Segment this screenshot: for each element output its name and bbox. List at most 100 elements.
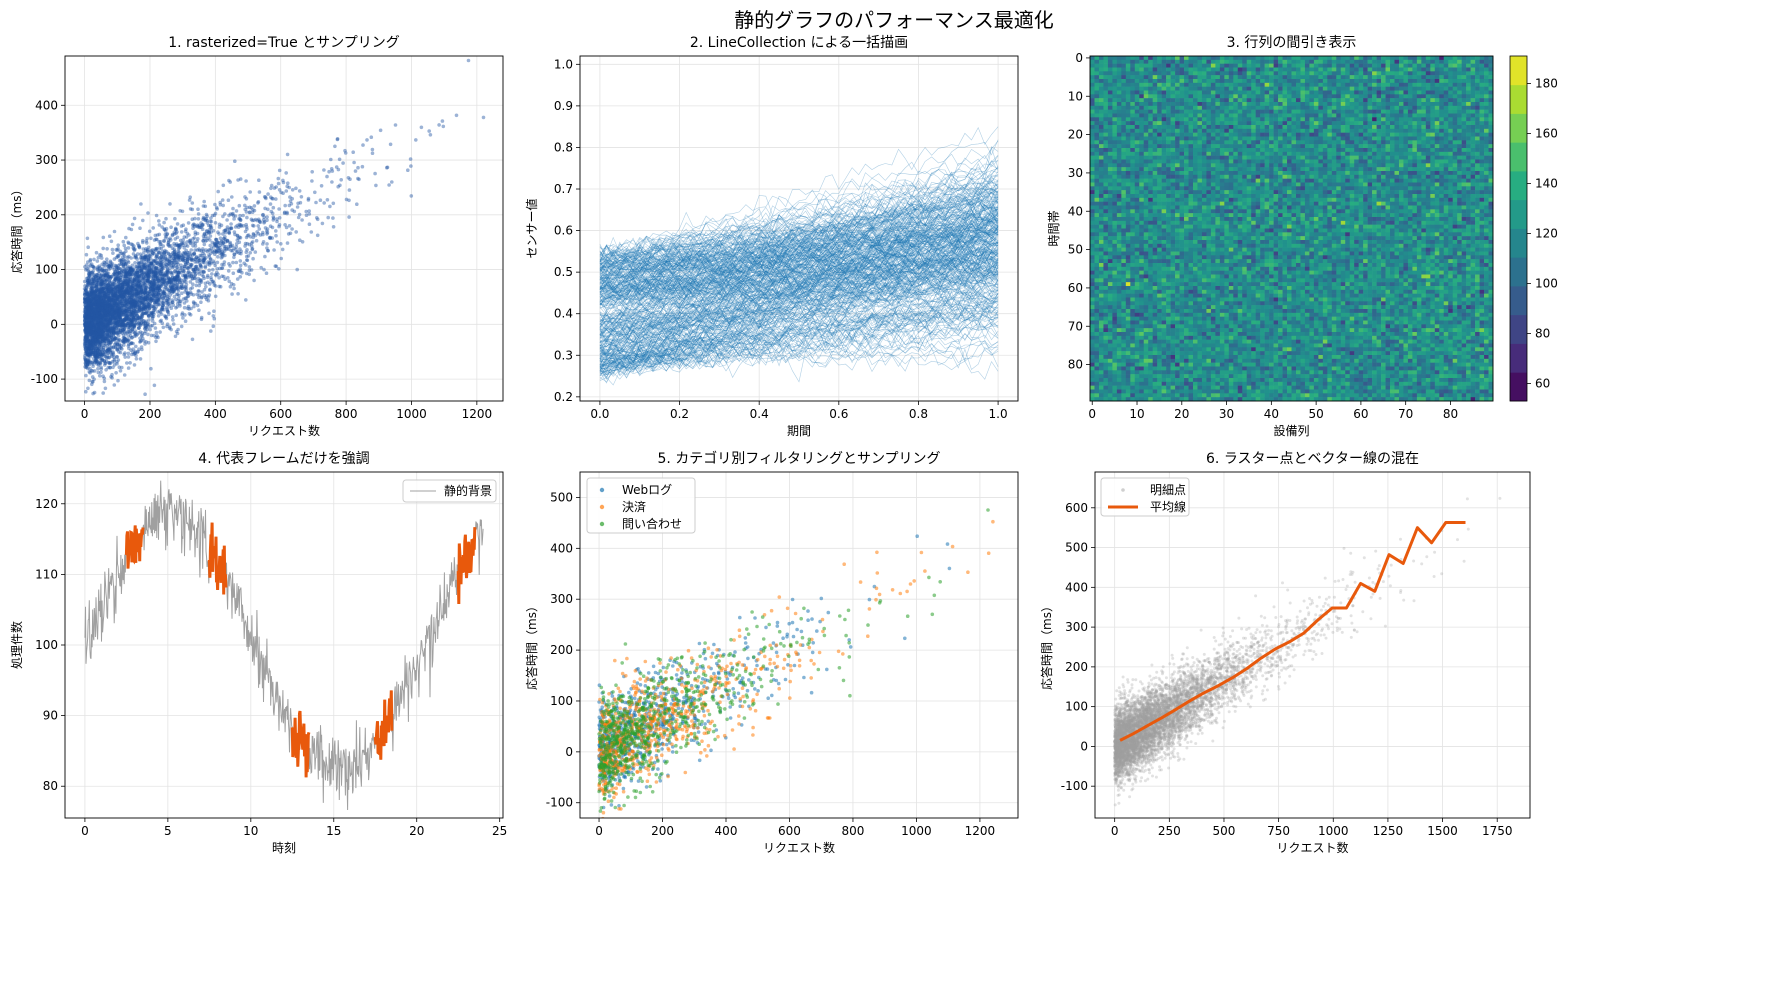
scatter-point: [171, 318, 175, 322]
scatter-point: [169, 306, 174, 311]
scatter-point: [189, 248, 194, 252]
scatter-point: [265, 242, 269, 246]
scatter-point: [153, 288, 157, 292]
scatter-point: [288, 231, 293, 236]
scatter-point: [304, 209, 309, 214]
scatter-point: [197, 295, 201, 300]
scatter-point: [117, 338, 122, 343]
scatter-point: [200, 290, 204, 294]
scatter-point: [126, 291, 130, 296]
scatter-point: [91, 318, 96, 322]
scatter-point: [160, 282, 164, 286]
scatter-point: [256, 224, 261, 228]
scatter-point: [158, 270, 162, 275]
scatter-point: [121, 295, 125, 299]
scatter-point: [112, 327, 117, 332]
scatter-point: [135, 278, 140, 283]
scatter-point: [167, 296, 171, 300]
scatter-point: [191, 237, 195, 241]
scatter-point: [188, 313, 193, 317]
scatter-point: [146, 211, 150, 215]
scatter-point: [94, 356, 99, 360]
scatter-point: [111, 298, 116, 303]
scatter-point: [195, 292, 199, 297]
scatter-point: [199, 280, 204, 284]
scatter-point: [95, 319, 100, 324]
scatter-point: [86, 366, 90, 371]
scatter-point: [113, 341, 118, 345]
scatter-point: [95, 307, 100, 312]
scatter-point: [119, 323, 123, 327]
scatter-point: [96, 324, 101, 329]
scatter-point: [150, 316, 155, 321]
scatter-point: [285, 184, 290, 189]
scatter-point: [282, 211, 287, 215]
scatter-point: [204, 212, 209, 217]
scatter-point: [82, 310, 87, 314]
scatter-point: [161, 272, 166, 276]
scatter-point: [192, 223, 197, 227]
scatter-point: [174, 306, 178, 310]
scatter-point: [162, 220, 166, 225]
scatter-point: [147, 318, 151, 322]
scatter-point: [103, 361, 108, 366]
scatter-point: [116, 301, 120, 305]
scatter-point: [277, 168, 282, 173]
scatter-point: [158, 310, 163, 315]
scatter-point: [145, 247, 150, 252]
scatter-point: [144, 255, 149, 259]
scatter-point: [94, 362, 99, 366]
scatter-point: [286, 181, 290, 185]
scatter-point: [106, 405, 110, 409]
scatter-point: [188, 264, 192, 269]
scatter-point: [281, 180, 286, 185]
scatter-point: [212, 316, 217, 321]
scatter-point: [149, 248, 153, 253]
scatter-point: [270, 196, 274, 201]
scatter-point: [87, 307, 91, 311]
scatter-point: [90, 303, 94, 307]
scatter-point: [165, 257, 169, 261]
scatter-point: [111, 352, 116, 357]
scatter-point: [153, 287, 157, 292]
scatter-point: [226, 276, 230, 280]
scatter-point: [97, 269, 102, 273]
scatter-point: [310, 179, 314, 183]
scatter-point: [156, 286, 160, 290]
scatter-point: [271, 216, 276, 221]
scatter-point: [208, 287, 212, 292]
scatter-point: [108, 293, 112, 298]
scatter-point: [232, 230, 237, 234]
scatter-point: [197, 289, 201, 293]
scatter-point: [148, 292, 152, 297]
scatter-point: [169, 225, 173, 229]
scatter-point: [110, 283, 114, 288]
scatter-point: [393, 123, 398, 127]
scatter-point: [107, 289, 111, 294]
scatter-point: [218, 284, 223, 289]
scatter-point: [173, 277, 177, 281]
scatter-point: [335, 137, 340, 142]
scatter-point: [138, 283, 143, 288]
scatter-point: [142, 271, 147, 276]
scatter-point: [92, 310, 97, 315]
scatter-point: [170, 300, 175, 305]
scatter-point: [232, 286, 236, 291]
scatter-point: [120, 251, 124, 256]
scatter-point: [154, 275, 158, 279]
scatter-point: [206, 262, 210, 266]
scatter-point: [261, 212, 265, 217]
scatter-point: [206, 295, 211, 299]
scatter-point: [130, 319, 134, 324]
scatter-point: [109, 295, 114, 300]
scatter-point: [276, 176, 281, 181]
scatter-point: [150, 253, 154, 257]
scatter-point: [118, 267, 123, 271]
scatter-point: [234, 250, 239, 255]
scatter-point: [83, 296, 87, 300]
scatter-point: [142, 331, 147, 336]
scatter-point: [136, 274, 140, 279]
scatter-point: [100, 262, 104, 267]
scatter-point: [263, 226, 268, 230]
scatter-point: [84, 373, 88, 378]
